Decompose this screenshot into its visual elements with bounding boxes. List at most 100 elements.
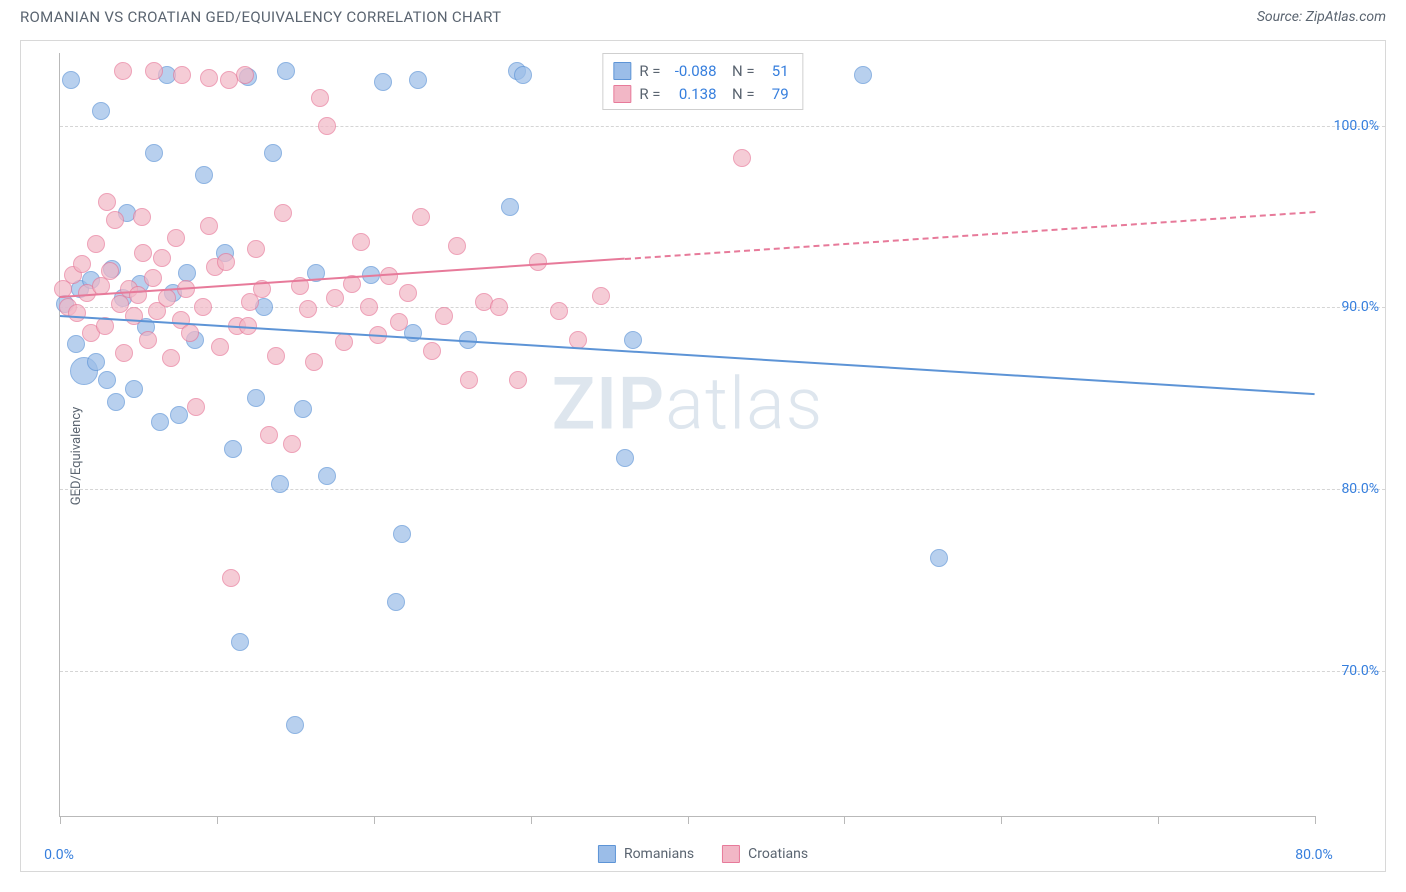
scatter-point	[733, 149, 751, 167]
scatter-point	[187, 398, 205, 416]
n-value-croatians: 79	[763, 83, 789, 106]
legend-item-romanians: Romanians	[598, 845, 694, 863]
gridline-h	[60, 489, 1385, 490]
scatter-point	[311, 89, 329, 107]
scatter-point	[616, 449, 634, 467]
scatter-point	[236, 66, 254, 84]
watermark: ZIPatlas	[552, 361, 824, 446]
scatter-point	[326, 289, 344, 307]
scatter-point	[380, 267, 398, 285]
scatter-point	[217, 253, 235, 271]
scatter-point	[305, 353, 323, 371]
scatter-point	[277, 62, 295, 80]
x-tick	[1001, 816, 1002, 824]
scatter-point	[294, 400, 312, 418]
scatter-point	[106, 211, 124, 229]
scatter-point	[247, 389, 265, 407]
header: ROMANIAN VS CROATIAN GED/EQUIVALENCY COR…	[0, 0, 1406, 30]
x-tick	[1158, 816, 1159, 824]
scatter-point	[114, 62, 132, 80]
stats-legend-box: R = -0.088 N = 51 R = 0.138 N = 79	[602, 53, 803, 110]
x-tick	[60, 816, 61, 824]
legend-swatch-romanians	[598, 845, 616, 863]
scatter-point	[145, 62, 163, 80]
x-tick	[1315, 816, 1316, 824]
scatter-point	[529, 253, 547, 271]
r-label: R =	[639, 60, 660, 83]
scatter-point	[514, 66, 532, 84]
y-tick-label: 100.0%	[1334, 118, 1379, 134]
scatter-point	[224, 440, 242, 458]
scatter-point	[67, 335, 85, 353]
scatter-point	[423, 342, 441, 360]
x-tick	[217, 816, 218, 824]
r-value-romanians: -0.088	[669, 60, 717, 83]
x-tick	[844, 816, 845, 824]
scatter-point	[509, 371, 527, 389]
scatter-point	[390, 313, 408, 331]
scatter-point	[125, 380, 143, 398]
scatter-point	[87, 353, 105, 371]
x-tick-label: 80.0%	[1295, 847, 1333, 863]
scatter-point	[247, 240, 265, 258]
scatter-point	[129, 286, 147, 304]
gridline-h	[60, 126, 1385, 127]
scatter-point	[200, 217, 218, 235]
scatter-point	[158, 289, 176, 307]
scatter-point	[624, 331, 642, 349]
scatter-point	[125, 307, 143, 325]
scatter-point	[318, 117, 336, 135]
scatter-point	[260, 426, 278, 444]
r-value-croatians: 0.138	[669, 83, 717, 106]
scatter-point	[490, 298, 508, 316]
scatter-point	[930, 549, 948, 567]
legend-item-croatians: Croatians	[722, 845, 808, 863]
scatter-point	[271, 475, 289, 493]
scatter-point	[98, 193, 116, 211]
legend-label-romanians: Romanians	[624, 846, 694, 862]
scatter-point	[435, 307, 453, 325]
scatter-point	[274, 204, 292, 222]
swatch-romanians	[613, 62, 631, 80]
watermark-light: atlas	[665, 361, 823, 446]
scatter-point	[393, 525, 411, 543]
scatter-point	[195, 166, 213, 184]
legend-bottom: Romanians Croatians	[598, 845, 808, 863]
chart-container: GED/Equivalency ZIPatlas R = -0.088 N = …	[20, 40, 1386, 872]
n-label: N =	[725, 83, 755, 106]
scatter-point	[501, 198, 519, 216]
trend-line	[625, 211, 1315, 260]
scatter-point	[550, 302, 568, 320]
scatter-point	[299, 300, 317, 318]
x-tick	[374, 816, 375, 824]
scatter-point	[151, 413, 169, 431]
scatter-point	[145, 144, 163, 162]
scatter-point	[68, 304, 86, 322]
scatter-point	[139, 331, 157, 349]
n-label: N =	[725, 60, 755, 83]
stats-row-croatians: R = 0.138 N = 79	[613, 83, 788, 106]
legend-swatch-croatians	[722, 845, 740, 863]
watermark-bold: ZIP	[552, 361, 665, 446]
x-tick	[531, 816, 532, 824]
scatter-point	[448, 237, 466, 255]
scatter-point	[181, 324, 199, 342]
scatter-point	[222, 569, 240, 587]
scatter-point	[335, 333, 353, 351]
scatter-point	[412, 208, 430, 226]
y-tick-label: 90.0%	[1341, 299, 1379, 315]
scatter-point	[318, 467, 336, 485]
scatter-point	[387, 593, 405, 611]
scatter-point	[283, 435, 301, 453]
gridline-h	[60, 671, 1385, 672]
scatter-point	[267, 347, 285, 365]
scatter-point	[220, 71, 238, 89]
r-label: R =	[639, 83, 660, 106]
scatter-point	[167, 229, 185, 247]
scatter-point	[286, 716, 304, 734]
scatter-point	[399, 284, 417, 302]
trend-line	[60, 315, 1315, 395]
scatter-point	[211, 338, 229, 356]
scatter-point	[115, 344, 133, 362]
x-tick-label: 0.0%	[44, 847, 74, 863]
